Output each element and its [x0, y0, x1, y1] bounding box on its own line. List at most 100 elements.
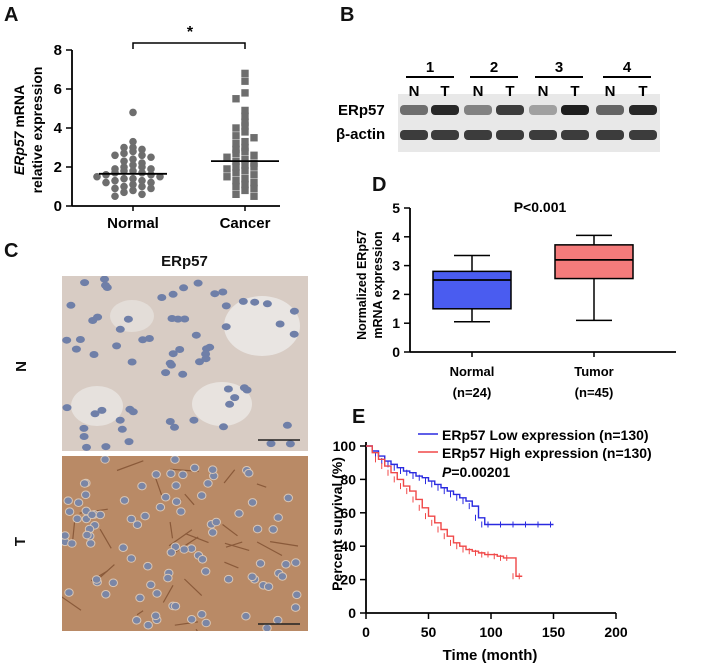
ihc-nucleus — [205, 343, 215, 351]
chart-d-box — [432, 270, 512, 310]
chart-a-significance: * — [187, 24, 194, 41]
ihc-nucleus — [218, 288, 228, 296]
ihc-nucleus — [161, 492, 171, 502]
chart-e-ylabel: Percent survival (%) — [329, 457, 345, 591]
ihc-nucleus — [101, 443, 111, 451]
chart-a-point — [138, 163, 146, 171]
ihc-nucleus — [170, 423, 179, 431]
chart-a-plot: 0 2 4 6 8 Normal Cancer — [54, 42, 280, 232]
blot-band-erp57 — [431, 105, 459, 115]
ihc-nucleus — [283, 493, 294, 503]
ihc-membrane-stain — [223, 469, 236, 484]
chart-e-ytick-label: 0 — [348, 605, 356, 621]
ihc-membrane-stain — [154, 476, 163, 496]
chart-a-point — [147, 165, 155, 173]
chart-a-point — [241, 106, 249, 115]
ihc-nucleus — [281, 560, 291, 569]
chart-e-xtick-label: 150 — [542, 624, 566, 640]
ihc-nucleus — [191, 331, 201, 339]
ihc-nucleus — [91, 575, 102, 584]
chart-a-point — [156, 172, 164, 181]
ihc-nucleus — [201, 355, 211, 363]
chart-a-point — [129, 174, 137, 183]
chart-a-point — [138, 182, 146, 191]
ihc-nucleus — [263, 582, 274, 591]
ihc-nucleus — [90, 410, 100, 418]
ihc-nucleus — [73, 498, 84, 508]
ihc-nucleus — [157, 294, 167, 301]
ihc-nucleus — [291, 558, 301, 567]
chart-e: 0 20 40 60 80 100 0 50 100 150 200 Percent surviva… — [329, 427, 652, 664]
ihc-nucleus — [165, 418, 175, 425]
chart-a-point — [241, 180, 249, 189]
chart-a-point — [241, 69, 249, 78]
chart-a-point — [241, 155, 249, 163]
ihc-nucleus — [64, 507, 75, 517]
ihc-nucleus — [95, 510, 105, 520]
chart-e-xtick-label: 0 — [362, 624, 370, 640]
chart-a-point — [232, 169, 240, 177]
ihc-nucleus — [247, 572, 257, 582]
chart-d: 0 1 2 3 4 5 Normal (n=24) Tumor (n=45) Normalized… — [355, 199, 676, 400]
ihc-nucleus — [117, 425, 127, 433]
ihc-nucleus — [275, 320, 285, 328]
chart-d-ytick-label: 4 — [392, 229, 400, 245]
ihc-nucleus — [100, 456, 110, 464]
ihc-nucleus — [89, 351, 99, 358]
chart-a-point — [111, 184, 119, 193]
ihc-nucleus — [112, 342, 122, 350]
ihc-nucleus — [71, 345, 81, 353]
ihc-nucleus — [79, 424, 89, 432]
chart-d-ytick-label: 0 — [392, 344, 400, 360]
ihc-nucleus — [126, 554, 137, 563]
chart-d-ylabel-line2: mRNA expression — [371, 231, 385, 338]
chart-a: 0 2 4 6 8 Normal Cancer ERp57 mRNA relative ex… — [11, 24, 280, 232]
ihc-nucleus — [201, 567, 211, 576]
chart-a-point — [241, 77, 249, 85]
chart-a-point — [241, 128, 249, 136]
ihc-nucleus — [193, 279, 203, 287]
chart-d-ytick-label: 5 — [392, 200, 400, 216]
ihc-nucleus — [178, 470, 188, 480]
ihc-nucleus — [252, 524, 263, 534]
ihc-nucleus — [262, 300, 272, 308]
ihc-membrane-stain — [222, 524, 238, 537]
ihc-nucleus — [179, 545, 189, 554]
ihc-nucleus — [285, 440, 295, 448]
chart-a-point — [129, 161, 137, 169]
ihc-nucleus — [118, 543, 128, 552]
chart-a-point — [250, 134, 258, 142]
chart-e-ytick-label: 20 — [340, 572, 356, 588]
ihc-nucleus — [124, 438, 134, 446]
ihc-nucleus — [262, 623, 272, 631]
blot-band-erp57 — [529, 105, 557, 115]
ihc-nucleus — [101, 281, 110, 289]
ihc-nucleus — [234, 509, 244, 518]
chart-a-point — [120, 182, 128, 191]
ihc-nucleus — [239, 384, 249, 392]
western-blot-bands: N T N T N T N T1 2 3 4 — [398, 59, 660, 152]
ihc-nucleus — [230, 394, 240, 402]
ihc-nucleus — [82, 530, 92, 540]
chart-a-point — [120, 143, 128, 152]
chart-a-point — [129, 186, 137, 195]
blot-lane-label: T — [638, 83, 647, 100]
ihc-nucleus — [223, 574, 234, 584]
panel-label-d: D — [372, 174, 387, 196]
ihc-normal-nuclei — [62, 276, 299, 451]
blot-lane-label: N — [605, 83, 616, 100]
ihc-nucleus — [166, 548, 177, 557]
ihc-nucleus — [67, 539, 77, 548]
chart-a-ylabel: ERp57 mRNA — [11, 85, 27, 175]
chart-a-point — [232, 124, 240, 132]
chart-e-ytick-label: 80 — [340, 471, 356, 487]
chart-a-point — [232, 145, 240, 154]
blot-lane-label: N — [473, 83, 484, 100]
ihc-nucleus — [255, 559, 266, 568]
chart-a-point — [232, 149, 240, 158]
panel-label-e: E — [352, 406, 366, 428]
blot-sample-number: 1 — [426, 59, 434, 76]
chart-a-point — [147, 184, 155, 193]
blot-band-actin — [529, 130, 557, 140]
chart-e-ytick-label: 40 — [340, 538, 356, 554]
